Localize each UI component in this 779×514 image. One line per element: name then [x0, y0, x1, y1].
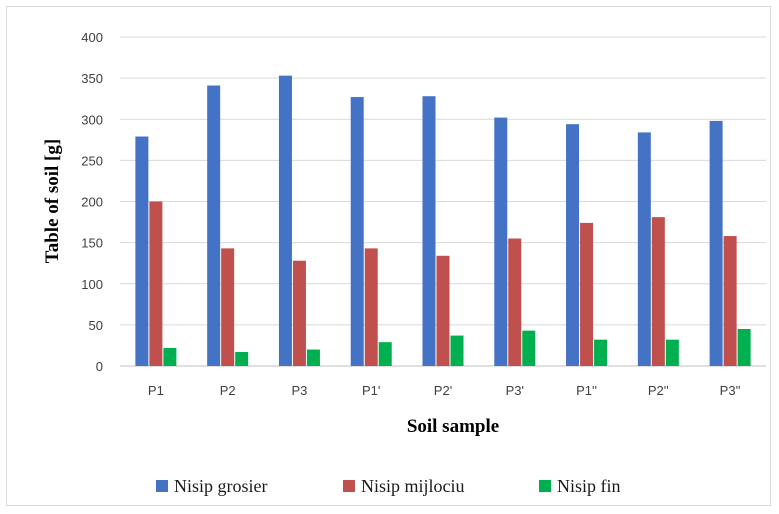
y-tick-label: 200	[81, 195, 103, 210]
bar-nisip-mijlociu-2	[292, 260, 306, 366]
bar-nisip-mijlociu-4	[436, 255, 450, 366]
y-axis-title: Table of soil [g]	[42, 139, 63, 263]
bar-nisip-grosier-6	[566, 124, 580, 366]
bar-nisip-grosier-0	[135, 136, 149, 366]
y-tick-label: 400	[81, 30, 103, 45]
bar-nisip-fin-6	[594, 339, 608, 366]
y-tick-label: 250	[81, 153, 103, 168]
bar-nisip-mijlociu-1	[221, 248, 235, 366]
bar-nisip-mijlociu-6	[580, 222, 594, 366]
x-tick-label: P2'	[434, 383, 452, 398]
bar-nisip-grosier-2	[278, 75, 292, 366]
x-tick-label: P3'	[506, 383, 524, 398]
bar-nisip-grosier-3	[350, 97, 364, 366]
bar-nisip-grosier-7	[637, 132, 651, 366]
x-tick-label: P3''	[720, 383, 741, 398]
x-axis-ticks: P1 P2 P3 P1' P2' P3' P1'' P2'' P3''	[148, 383, 741, 398]
x-tick-label: P2''	[648, 383, 669, 398]
bar-nisip-fin-2	[306, 349, 320, 366]
bar-nisip-grosier-5	[494, 117, 508, 366]
x-tick-label: P1''	[576, 383, 597, 398]
y-tick-label: 350	[81, 71, 103, 86]
legend-swatch	[156, 480, 168, 492]
bar-nisip-mijlociu-7	[651, 217, 665, 366]
bar-nisip-fin-0	[163, 347, 177, 366]
bar-nisip-fin-8	[737, 328, 751, 366]
bar-nisip-grosier-8	[709, 120, 723, 367]
bar-nisip-fin-3	[378, 342, 392, 366]
y-tick-label: 150	[81, 236, 103, 251]
bars	[135, 75, 751, 367]
bar-nisip-mijlociu-0	[149, 201, 163, 366]
legend-swatch	[539, 480, 551, 492]
x-tick-label: P2	[220, 383, 236, 398]
y-tick-label: 0	[96, 359, 103, 374]
bar-nisip-mijlociu-8	[723, 236, 737, 366]
bar-nisip-grosier-1	[207, 85, 221, 366]
legend: Nisip grosier Nisip mijlociu Nisip fin	[156, 476, 621, 496]
legend-swatch	[343, 480, 355, 492]
legend-label: Nisip fin	[557, 476, 621, 496]
bar-nisip-mijlociu-5	[508, 238, 522, 366]
x-tick-label: P1	[148, 383, 164, 398]
bar-nisip-fin-7	[665, 339, 679, 366]
y-tick-label: 300	[81, 112, 103, 127]
x-tick-label: P3	[291, 383, 307, 398]
y-tick-label: 50	[89, 318, 103, 333]
legend-label: Nisip mijlociu	[361, 476, 465, 496]
bar-nisip-fin-1	[235, 352, 249, 366]
bar-nisip-mijlociu-3	[364, 248, 378, 366]
y-axis-ticks: 0 50 100 150 200 250 300 350 400	[81, 30, 103, 374]
legend-label: Nisip grosier	[174, 476, 268, 496]
x-tick-label: P1'	[362, 383, 380, 398]
x-axis-title: Soil sample	[407, 416, 499, 437]
bar-nisip-fin-5	[522, 330, 536, 366]
bar-nisip-fin-4	[450, 335, 464, 366]
y-tick-label: 100	[81, 277, 103, 292]
bar-nisip-grosier-4	[422, 96, 436, 366]
